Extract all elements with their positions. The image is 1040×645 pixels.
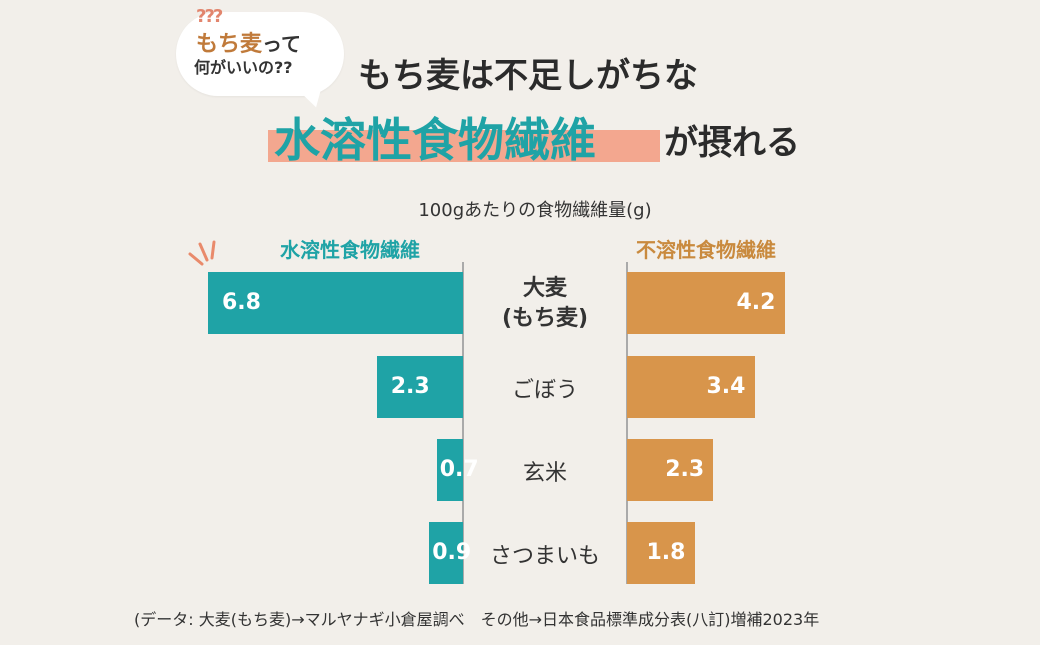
source-note: (データ: 大麦(もち麦)→マルヤナギ小倉屋調べ その他→日本食品標準成分表(八…: [134, 610, 820, 629]
value-soluble: 0.9: [432, 540, 472, 565]
bar-insoluble: [627, 272, 785, 334]
value-insoluble: 3.4: [706, 374, 746, 399]
category-label: 大麦 (もち麦): [470, 274, 620, 334]
bar-soluble: [429, 522, 463, 584]
axis-divider-right: [626, 262, 628, 584]
category-label: さつまいも: [489, 544, 600, 569]
bar-soluble: [436, 439, 463, 501]
category-label-line: (もち麦): [501, 306, 589, 331]
chart-title: 100gあたりの食物繊維量(g): [418, 200, 652, 221]
question-marks: ???: [196, 6, 223, 27]
category-label-line: 大麦: [522, 276, 567, 301]
axis-divider-left: [462, 262, 464, 584]
value-insoluble: 2.3: [665, 457, 705, 482]
value-insoluble: 1.8: [646, 540, 686, 565]
bar-soluble: [376, 356, 463, 418]
headline-line2-rest: が摂れる: [664, 123, 800, 163]
value-soluble: 0.7: [439, 457, 479, 482]
headline-line1: もち麦は不足しがちな: [358, 56, 698, 96]
bar-insoluble: [627, 356, 755, 418]
bar-insoluble: [627, 439, 714, 501]
bubble-highlight: もち麦: [196, 32, 263, 57]
bubble-line2: 何がいいの??: [194, 58, 293, 77]
speech-bubble: [176, 12, 344, 96]
value-insoluble: 4.2: [736, 290, 776, 315]
value-soluble: 2.3: [390, 374, 430, 399]
category-label: ごぼう: [511, 378, 578, 403]
headline-highlight-bar: [268, 130, 660, 162]
spark-icon: [188, 240, 216, 266]
legend-insoluble: 不溶性食物繊維: [636, 238, 776, 262]
legend-soluble: 水溶性食物繊維: [280, 238, 420, 262]
bubble-line1-rest: って: [262, 32, 302, 56]
category-label: 玄米: [522, 461, 567, 486]
bubble-line1: もち麦って: [196, 26, 336, 58]
headline-highlight-text: 水溶性食物繊維: [274, 113, 596, 167]
value-soluble: 6.8: [222, 290, 261, 315]
bar-soluble: [208, 272, 463, 334]
bar-insoluble: [627, 522, 695, 584]
